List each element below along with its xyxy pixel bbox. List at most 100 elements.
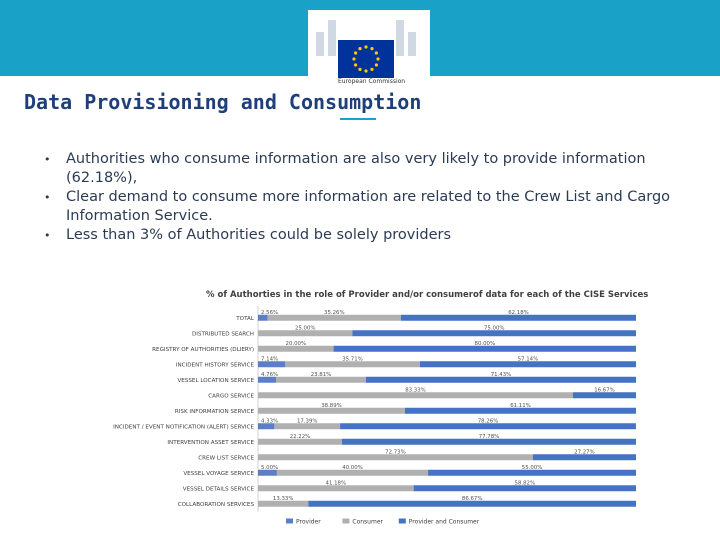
bar-segment (275, 376, 366, 383)
bullet-icon: • (44, 191, 51, 204)
data-label: 58.82% (515, 480, 536, 486)
data-label: 17.39% (297, 418, 318, 424)
bullet-item: • Less than 3% of Authorities could be so… (44, 226, 714, 245)
bar-segment (276, 469, 429, 476)
bar-segment (365, 376, 636, 383)
data-label: 75.00% (484, 325, 505, 331)
bullet-text: Less than 3% of Authorities could be sol… (66, 227, 452, 243)
category-label: DISTRIBUTED SEARCH (192, 332, 254, 338)
bar-segment (258, 407, 406, 414)
data-label: 23.81% (311, 372, 332, 378)
bar-segment (532, 454, 636, 461)
category-label: CARGO SERVICE (208, 394, 254, 400)
stacked-bar-chart: % of Authorties in the role of Provider … (113, 290, 648, 526)
building-icon (408, 32, 416, 56)
bullet-icon: • (44, 153, 51, 166)
data-label: 35.26% (324, 310, 345, 316)
data-label: 20.00% (286, 341, 307, 347)
data-label: 38.89% (321, 403, 342, 409)
bar-segment (405, 407, 636, 414)
bar-segment (258, 469, 277, 476)
bullet-text: Authorities who consume information are … (66, 151, 646, 186)
bar-segment (258, 392, 573, 399)
data-label: 22.22% (290, 434, 311, 440)
data-label: 41.18% (326, 480, 347, 486)
bar-segment (400, 314, 636, 321)
data-label: 5.00% (261, 465, 278, 471)
data-label: 71.43% (491, 372, 512, 378)
data-label: 25.00% (295, 325, 316, 331)
category-label: CREW LIST SERVICE (198, 456, 254, 462)
category-label: TOTAL (235, 316, 255, 322)
bar-segment (428, 469, 636, 476)
bar-segment (352, 330, 636, 337)
legend-swatch (398, 518, 406, 524)
data-label: 55.00% (522, 465, 543, 471)
legend-label: Provider and Consumer (409, 519, 480, 526)
title-underline (340, 118, 376, 120)
bar-segment (258, 314, 268, 321)
data-label: 78.26% (478, 418, 499, 424)
bar-segment (341, 438, 636, 445)
bullet-text: Clear demand to consume more information… (66, 189, 671, 224)
category-label: COLLABORATION SERVICES (178, 502, 255, 508)
bar-segment (308, 500, 636, 507)
bar-segment (258, 454, 533, 461)
data-label: 2.56% (261, 310, 278, 316)
data-label: 7.14% (261, 356, 278, 362)
category-label: REGISTRY OF AUTHORITIES (DLIERY) (152, 347, 254, 353)
building-icon (316, 32, 324, 56)
data-label: 77.78% (479, 434, 500, 440)
data-label: 27.27% (574, 449, 595, 455)
legend-label: Provider (296, 519, 321, 526)
bar-segment (274, 423, 341, 430)
data-label: 40.00% (342, 465, 363, 471)
bar-segment (284, 361, 420, 368)
data-label: 80.00% (475, 341, 496, 347)
bar-segment (572, 392, 636, 399)
bar-segment (333, 345, 636, 352)
bullet-item: • Authorities who consume information are… (44, 150, 714, 188)
category-label: VESSEL LOCATION SERVICE (177, 378, 254, 384)
bar-segment (340, 423, 636, 430)
bar-segment (413, 485, 636, 492)
legend-swatch (286, 518, 293, 524)
category-label: INCIDENT / EVENT NOTIFICATION (ALERT) SE… (113, 425, 254, 431)
chart-title: % of Authorties in the role of Provider … (206, 290, 648, 300)
bullet-icon: • (44, 229, 51, 242)
legend-swatch (342, 518, 350, 524)
bullet-list: • Authorities who consume information are… (44, 150, 714, 245)
data-label: 13.33% (273, 496, 294, 502)
building-icon (328, 20, 336, 56)
bar-segment (258, 438, 342, 445)
commission-logo: European Commission (308, 10, 430, 88)
data-label: 83.33% (405, 387, 426, 393)
bar-segment (258, 330, 353, 337)
eu-flag-icon (338, 40, 394, 78)
bullet-item: • Clear demand to consume more informatio… (44, 188, 714, 226)
data-label: 72.73% (385, 449, 406, 455)
data-label: 62.18% (508, 310, 529, 316)
data-label: 61.11% (510, 403, 531, 409)
data-label: 57.14% (518, 356, 539, 362)
bar-segment (419, 361, 636, 368)
category-label: INCIDENT HISTORY SERVICE (176, 363, 255, 369)
data-label: 4.76% (261, 372, 278, 378)
category-label: INTERVENTION ASSET SERVICE (167, 440, 254, 446)
legend-label: Consumer (352, 519, 383, 526)
bar-segment (258, 376, 276, 383)
category-label: VESSEL VOYAGE SERVICE (183, 471, 254, 477)
logo-text: European Commission (338, 78, 406, 85)
bar-segment (258, 500, 309, 507)
bar-segment (258, 423, 275, 430)
bar-segment (258, 485, 414, 492)
bar-segment (258, 345, 334, 352)
bar-segment (258, 361, 285, 368)
data-label: 35.71% (342, 356, 363, 362)
building-icon (396, 20, 404, 56)
data-label: 16.67% (594, 387, 615, 393)
bar-segment (267, 314, 401, 321)
data-label: 86.67% (462, 496, 483, 502)
data-label: 4.33% (261, 418, 278, 424)
page-title: Data Provisioning and Consumption (24, 90, 422, 114)
